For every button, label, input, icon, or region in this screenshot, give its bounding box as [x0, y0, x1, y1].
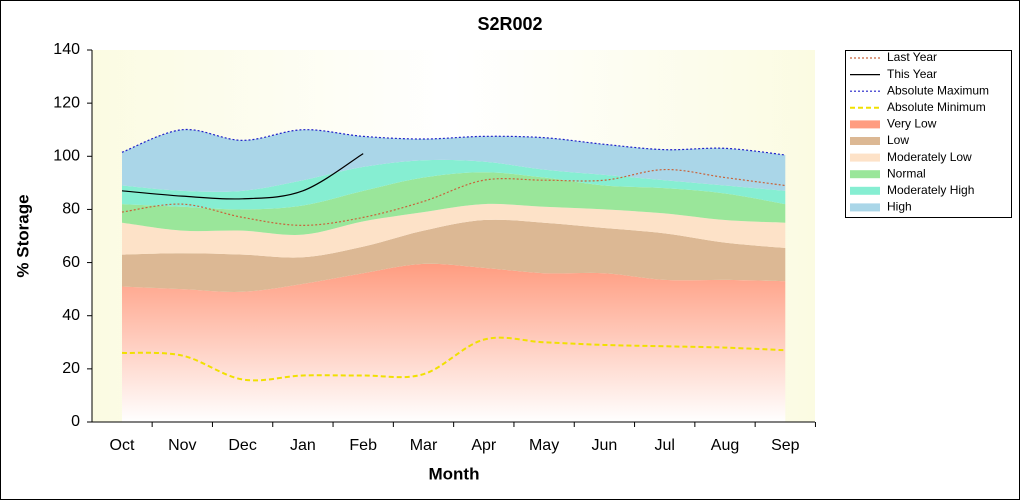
x-tick-label: May [529, 437, 559, 454]
legend-label: Very Low [887, 117, 937, 131]
legend-label: This Year [887, 67, 937, 81]
y-tick-label: 140 [53, 41, 80, 58]
y-tick-label: 120 [53, 94, 80, 111]
legend-label: Normal [887, 166, 926, 180]
band-area [122, 159, 786, 210]
legend-label: Absolute Minimum [887, 100, 986, 114]
band-area [122, 129, 786, 192]
legend-label: Moderately Low [887, 150, 972, 164]
x-tick-label: Jan [290, 437, 316, 454]
legend-swatch [850, 203, 880, 212]
y-tick-label: 60 [62, 254, 80, 271]
x-tick-label: Nov [168, 437, 196, 454]
band-area [122, 219, 786, 292]
legend-swatch [850, 170, 880, 179]
x-tick-label: Dec [228, 437, 256, 454]
legend-swatch [850, 153, 880, 162]
band-area [122, 263, 786, 422]
legend-label: Moderately High [887, 183, 974, 197]
legend-label: Last Year [887, 50, 937, 64]
band-area [122, 203, 786, 258]
series-line [121, 128, 786, 156]
y-tick-label: 20 [62, 360, 80, 377]
x-tick-label: Apr [471, 437, 497, 454]
x-tick-label: Oct [110, 437, 135, 454]
series-line [121, 153, 364, 200]
x-axis-title: Month [429, 464, 480, 483]
x-tick-label: Sep [771, 437, 800, 454]
legend-swatch [850, 137, 880, 145]
x-tick-label: Feb [349, 437, 377, 454]
y-tick-label: 100 [53, 148, 80, 165]
y-tick-label: 40 [62, 307, 80, 324]
chart-title: S2R002 [477, 14, 542, 34]
y-tick-label: 80 [62, 201, 80, 218]
series-line [121, 336, 786, 382]
legend-label: Absolute Maximum [887, 83, 989, 97]
x-tick-label: Jul [654, 437, 674, 454]
legend-label: High [887, 200, 912, 214]
y-tick-label: 0 [71, 413, 80, 430]
band-area [122, 172, 786, 235]
y-axis-title: % Storage [13, 194, 32, 277]
legend-swatch [850, 186, 880, 195]
legend-swatch [850, 120, 880, 129]
x-tick-label: Aug [711, 437, 739, 454]
legend-label: Low [887, 133, 909, 147]
x-tick-label: Mar [410, 437, 438, 454]
series-line [121, 168, 786, 226]
x-tick-label: Jun [592, 437, 618, 454]
